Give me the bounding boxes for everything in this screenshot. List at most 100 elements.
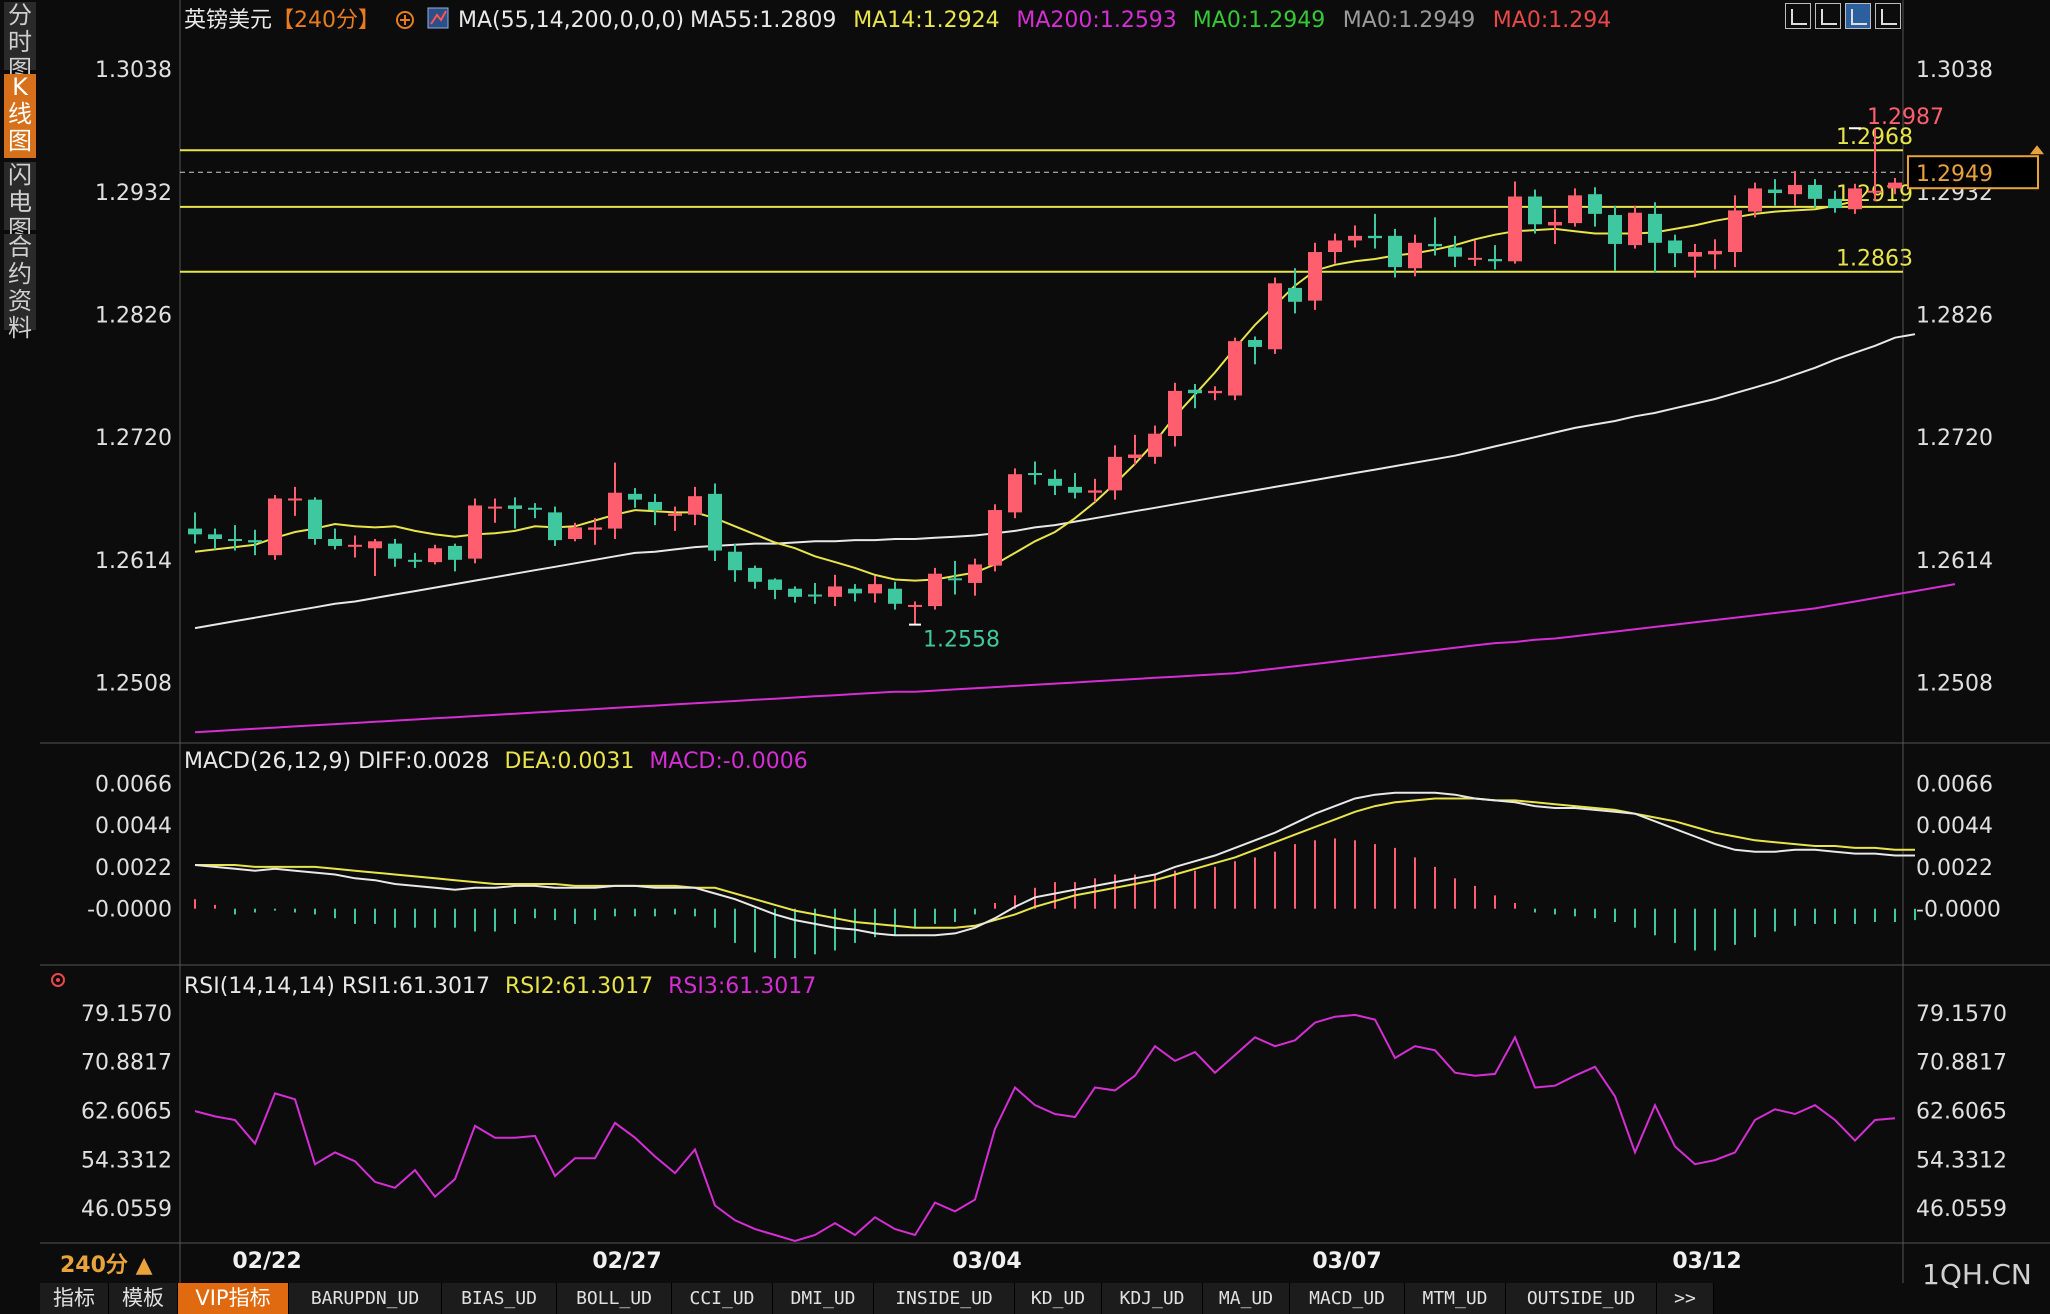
- tab-more[interactable]: >>: [1657, 1283, 1714, 1314]
- candle-body: [1168, 390, 1182, 437]
- y-tick-left-2: 1.2826: [95, 304, 172, 329]
- tab-mtm[interactable]: MTM_UD: [1405, 1283, 1506, 1314]
- candle-body: [1508, 196, 1522, 262]
- candle-57: [1328, 233, 1342, 264]
- ma-value-0: MA55:1.2809: [690, 8, 836, 33]
- crosshair-icon[interactable]: [1785, 3, 1811, 29]
- x-label-1: 02/27: [592, 1249, 661, 1274]
- rsi-y-axis: 79.1570 79.1570 70.8817 70.8817 62.6065 62.60…: [81, 1002, 2007, 1222]
- candle-body: [1308, 252, 1322, 301]
- candle-82: [1828, 190, 1842, 213]
- settings-gear-icon[interactable]: [51, 973, 65, 987]
- symbol-name: 英镑美元: [184, 8, 272, 33]
- candle-0: [188, 512, 202, 544]
- candle-7: [328, 528, 342, 550]
- candle-body: [268, 498, 282, 556]
- tab-kdj[interactable]: KDJ_UD: [1102, 1283, 1203, 1314]
- y-tick-right-2: 1.2826: [1916, 304, 1993, 329]
- candle-23: [648, 493, 662, 526]
- y-tick-right-0: 1.3038: [1916, 58, 1993, 83]
- candle-41: [1008, 468, 1022, 519]
- candle-8: [348, 535, 362, 558]
- macd-tick-left-2: 0.0022: [95, 856, 172, 881]
- tab-dmi[interactable]: DMI_UD: [773, 1283, 874, 1314]
- candle-body: [288, 498, 302, 501]
- candle-body: [1888, 182, 1902, 189]
- tab-cci[interactable]: CCI_UD: [672, 1283, 773, 1314]
- candle-body: [348, 544, 362, 547]
- macd-plot[interactable]: [194, 791, 1916, 959]
- candle-body: [808, 594, 822, 597]
- rsi-plot[interactable]: [194, 1013, 1896, 1243]
- tab-bias[interactable]: BIAS_UD: [442, 1283, 557, 1314]
- candle-body: [388, 543, 402, 559]
- tab-ma[interactable]: MA_UD: [1203, 1283, 1290, 1314]
- candle-10: [388, 538, 402, 567]
- side-tab-time-chart[interactable]: 分时图: [4, 2, 36, 83]
- add-indicator-icon[interactable]: [396, 11, 414, 29]
- candle-33: [848, 584, 862, 602]
- tab-inside[interactable]: INSIDE_UD: [874, 1283, 1015, 1314]
- bar-chart-icon[interactable]: [1815, 3, 1841, 29]
- y-tick-left-3: 1.2720: [95, 426, 172, 451]
- macd-dea-value: DEA:0.0031: [505, 749, 635, 774]
- candle-69: [1568, 188, 1582, 227]
- candle-60: [1388, 228, 1402, 278]
- candle-body: [1228, 341, 1242, 396]
- high-label: 1.2987: [1867, 105, 1944, 130]
- arrow-right-icon[interactable]: [1875, 3, 1901, 29]
- period-selector[interactable]: 240分 ▲: [60, 1253, 153, 1278]
- side-tab-bar: 分时图 K线图 闪电图 合约资料: [0, 0, 40, 430]
- candle-81: [1808, 179, 1822, 209]
- candle-body: [1588, 194, 1602, 214]
- candle-73: [1648, 202, 1662, 273]
- candle-body: [588, 527, 602, 530]
- candle-body: [1068, 486, 1082, 493]
- tab-vip-indicators[interactable]: VIP指标: [178, 1283, 289, 1314]
- side-tab-kline[interactable]: K线图: [4, 74, 36, 158]
- tab-outside[interactable]: OUTSIDE_UD: [1506, 1283, 1657, 1314]
- candle-47: [1128, 434, 1142, 465]
- candle-body: [328, 538, 342, 546]
- side-tab-flash-chart[interactable]: 闪电图: [4, 162, 36, 243]
- candle-body: [948, 578, 962, 581]
- tab-macd[interactable]: MACD_UD: [1290, 1283, 1405, 1314]
- ma14-line: [194, 200, 1856, 582]
- candle-body: [408, 559, 422, 562]
- ma55-line: [194, 333, 1916, 630]
- candle-body: [1668, 240, 1682, 254]
- candle-68: [1548, 209, 1562, 244]
- candle-chart-icon[interactable]: [1845, 3, 1871, 29]
- candle-13: [448, 543, 462, 572]
- y-tick-left-0: 1.3038: [95, 58, 172, 83]
- candle-39: [968, 558, 982, 596]
- candle-11: [408, 552, 422, 568]
- candle-17: [528, 503, 542, 519]
- candle-1: [208, 528, 222, 550]
- period-badge[interactable]: 【240分】: [272, 8, 380, 33]
- rsi-line: [194, 1013, 1896, 1243]
- tab-kd[interactable]: KD_UD: [1015, 1283, 1102, 1314]
- y-tick-left-4: 1.2614: [95, 549, 172, 574]
- candlesticks[interactable]: [188, 128, 1902, 625]
- candle-28: [748, 565, 762, 589]
- candle-2: [228, 525, 242, 551]
- tab-boll[interactable]: BOLL_UD: [557, 1283, 672, 1314]
- candle-body: [1028, 473, 1042, 476]
- candle-76: [1708, 239, 1722, 270]
- candle-48: [1148, 425, 1162, 464]
- tab-indicators[interactable]: 指标: [40, 1283, 109, 1314]
- candle-body: [1708, 250, 1722, 255]
- tab-barupdn[interactable]: BARUPDN_UD: [289, 1283, 442, 1314]
- rsi2-value: RSI2:61.3017: [505, 974, 653, 999]
- tab-templates[interactable]: 模板: [109, 1283, 178, 1314]
- candle-body: [1448, 247, 1462, 257]
- moving-average-lines: [194, 200, 1956, 734]
- candle-body: [548, 512, 562, 541]
- candle-63: [1448, 235, 1462, 268]
- candle-body: [768, 579, 782, 590]
- ma-value-1: MA14:1.2924: [853, 8, 999, 33]
- candle-body: [1828, 198, 1842, 209]
- side-tab-contract-info[interactable]: 合约资料: [4, 234, 36, 342]
